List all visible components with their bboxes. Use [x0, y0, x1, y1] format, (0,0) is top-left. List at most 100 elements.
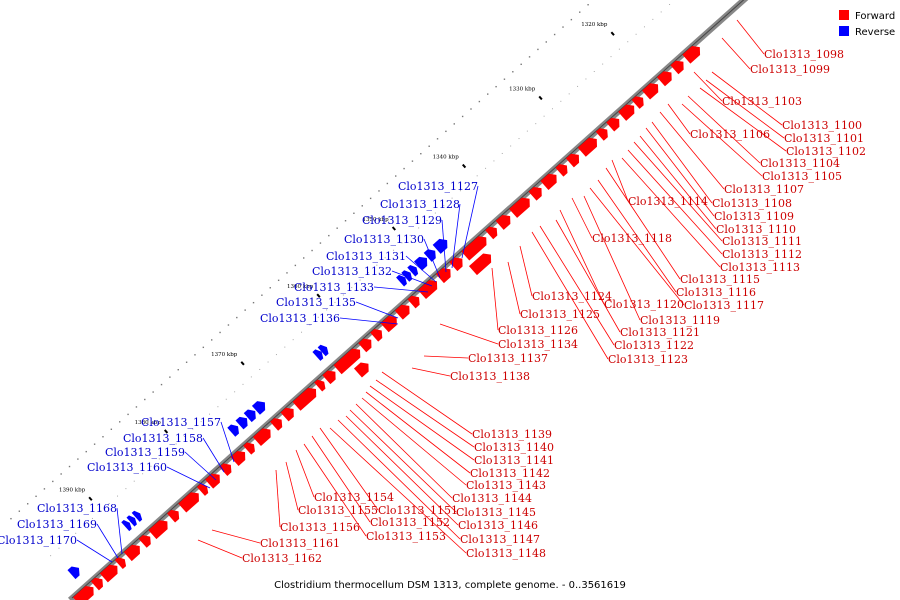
- leader-line: [605, 167, 681, 280]
- gene-arrow: [280, 407, 294, 422]
- scale-dot: [10, 517, 12, 520]
- scale-dot: [560, 100, 562, 102]
- leader-line: [583, 195, 641, 321]
- tick-label: 1370 kbp: [211, 352, 238, 358]
- leader-line: [639, 135, 717, 230]
- gene-label: Clo1313_1110: [716, 223, 796, 236]
- gene-label: Clo1313_1102: [786, 145, 866, 158]
- scale-dot: [562, 26, 564, 28]
- scale-dot: [501, 152, 503, 154]
- scale-dot: [127, 413, 129, 416]
- leader-line: [451, 203, 461, 269]
- gene-label: Clo1313_1161: [260, 537, 340, 550]
- gene-label: Clo1313_1157: [141, 416, 221, 429]
- scale-dot: [58, 547, 60, 549]
- gene-arrow: [126, 515, 137, 527]
- gene-label: Clo1313_1126: [498, 324, 578, 337]
- gene-label: Clo1313_1146: [458, 519, 538, 532]
- gene-arrow: [314, 379, 326, 392]
- tick-label: 1350 kbp: [362, 217, 389, 223]
- gene-label: Clo1313_1139: [472, 428, 552, 441]
- scale-dot: [577, 85, 579, 87]
- scale-dot: [495, 85, 497, 88]
- scale-dot: [50, 555, 52, 557]
- leader-line: [411, 367, 451, 377]
- leader-line: [391, 270, 433, 287]
- gene-label: Clo1313_1140: [474, 441, 554, 454]
- leader-line: [211, 529, 261, 544]
- leader-line: [633, 141, 723, 242]
- scale-dot: [192, 428, 194, 430]
- leader-line: [349, 409, 457, 513]
- gene-arrow: [435, 268, 451, 284]
- scale-dot: [393, 249, 395, 251]
- scale-dot: [234, 391, 236, 393]
- scale-dot: [618, 48, 620, 50]
- tick-mark: [316, 293, 321, 298]
- gene-arrow: [631, 96, 644, 109]
- scale-dot: [436, 138, 439, 140]
- scale-dot: [183, 435, 185, 437]
- genome-backbone: [68, 0, 749, 600]
- scale-dot: [217, 406, 219, 408]
- scale-dot: [418, 227, 420, 229]
- gene-arrow: [380, 316, 397, 333]
- scale-dot: [535, 123, 537, 125]
- leader-line: [337, 419, 461, 540]
- tick-label: 1320 kbp: [581, 22, 608, 28]
- scale-dot: [420, 152, 422, 155]
- leader-line: [699, 87, 787, 152]
- scale-dots: [10, 3, 671, 557]
- gene-arrow: [394, 304, 410, 320]
- gene-labels: Clo1313_1098Clo1313_1099Clo1313_1100Clo1…: [0, 48, 866, 565]
- leader-line: [369, 385, 475, 461]
- scale-dot: [361, 205, 363, 207]
- scale-dot: [242, 383, 244, 385]
- leader-line: [659, 111, 725, 190]
- gene-label: Clo1313_1123: [608, 353, 688, 366]
- gene-arrow: [243, 442, 255, 455]
- gene-label: Clo1313_1144: [452, 492, 532, 505]
- gene-arrow: [72, 586, 94, 600]
- gene-label: Clo1313_1118: [592, 232, 672, 245]
- scale-dot: [537, 48, 539, 51]
- scale-dot: [52, 480, 54, 483]
- scale-dot: [209, 413, 211, 415]
- gene-arrow: [90, 577, 103, 591]
- leader-line: [76, 539, 113, 563]
- gene-label: Clo1313_1142: [470, 467, 550, 480]
- gene-arrow: [528, 187, 542, 201]
- gene-arrow: [131, 510, 143, 522]
- leader-line: [184, 451, 217, 481]
- gene-label: Clo1313_1119: [640, 314, 720, 327]
- tick-mark: [240, 361, 245, 366]
- scale-dot: [643, 26, 645, 28]
- leader-line: [285, 461, 299, 511]
- leader-line: [96, 523, 119, 559]
- scale-dot: [93, 443, 96, 445]
- tick-label: 1380 kbp: [135, 420, 162, 426]
- leader-line: [491, 267, 499, 331]
- scale-dot: [26, 503, 29, 505]
- tick-mark: [462, 163, 467, 169]
- gene-arrow: [396, 274, 407, 287]
- leader-line: [381, 371, 473, 435]
- gene-arrow: [656, 71, 672, 87]
- gene-label: Clo1313_1141: [474, 454, 554, 467]
- scale-dot: [459, 190, 461, 192]
- gene-label: Clo1313_1136: [260, 312, 340, 325]
- scale-dot: [133, 480, 135, 482]
- gene-label: Clo1313_1108: [712, 197, 792, 210]
- leader-line: [711, 71, 783, 126]
- gene-label: Clo1313_1114: [628, 195, 708, 208]
- leader-line: [589, 187, 685, 306]
- scale-dot: [610, 56, 612, 58]
- scale-dot: [443, 205, 445, 207]
- legend-forward-swatch: [839, 10, 849, 20]
- scale-dot: [284, 346, 286, 348]
- scale-dot: [167, 450, 169, 452]
- scale-dot: [68, 465, 71, 468]
- gene-label: Clo1313_1148: [466, 547, 546, 560]
- scale-dot: [585, 78, 587, 80]
- gene-label: Clo1313_1147: [460, 533, 540, 546]
